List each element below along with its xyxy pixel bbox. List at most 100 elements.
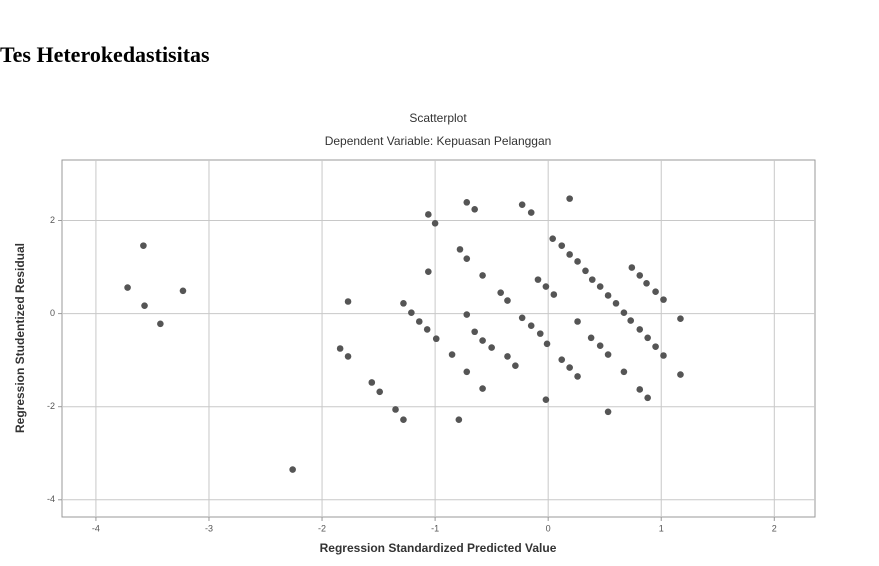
point	[596, 283, 604, 290]
heading: Tes Heterokedastisitas	[0, 42, 210, 67]
point	[400, 300, 407, 307]
point	[408, 309, 415, 316]
point	[542, 283, 550, 290]
x-tick-label: -3	[205, 523, 213, 533]
point	[620, 309, 628, 316]
point	[582, 267, 589, 275]
point	[463, 311, 471, 318]
point	[677, 371, 684, 378]
point	[141, 302, 148, 309]
point	[425, 268, 432, 276]
point	[527, 322, 535, 330]
point	[124, 284, 131, 291]
point	[488, 344, 495, 351]
point	[471, 328, 478, 336]
point	[574, 318, 581, 325]
point	[566, 195, 573, 202]
point	[643, 280, 650, 287]
x-axis-label: Regression Standardized Predicted Value	[320, 541, 557, 555]
point	[179, 287, 187, 295]
point	[344, 298, 352, 305]
point	[504, 353, 511, 360]
point	[543, 340, 551, 348]
point	[677, 315, 684, 323]
y-tick-label: -2	[47, 401, 55, 411]
x-tick-label: -1	[431, 523, 439, 533]
point	[636, 386, 644, 393]
point	[574, 373, 581, 380]
point	[400, 416, 407, 424]
point	[423, 326, 431, 333]
point	[604, 292, 612, 299]
chart-subtitle: Dependent Variable: Kepuasan Pelanggan	[325, 134, 552, 148]
point	[574, 258, 581, 265]
point	[652, 343, 659, 350]
point	[620, 368, 628, 376]
point	[604, 408, 612, 416]
point	[344, 353, 352, 360]
point	[425, 211, 432, 218]
point	[471, 206, 478, 213]
point	[392, 406, 399, 413]
y-axis-label: Regression Studentized Residual	[13, 243, 27, 433]
x-tick-label: 0	[546, 523, 551, 533]
chart-title: Scatterplot	[409, 111, 467, 125]
point	[463, 368, 471, 376]
y-tick-label: 0	[50, 308, 55, 318]
point	[550, 291, 558, 298]
point	[627, 317, 635, 324]
x-tick-label: 1	[659, 523, 664, 533]
point	[566, 364, 573, 371]
point	[652, 288, 659, 296]
point	[455, 416, 463, 424]
point	[549, 235, 556, 242]
point	[588, 276, 596, 283]
point	[604, 351, 612, 358]
point	[336, 345, 344, 352]
point	[636, 326, 644, 333]
point	[644, 334, 651, 342]
y-tick-label: 2	[50, 215, 55, 225]
point	[479, 272, 486, 279]
point	[636, 272, 644, 279]
point	[479, 337, 486, 344]
point	[497, 289, 504, 296]
point	[518, 314, 526, 322]
point	[660, 296, 667, 303]
point	[289, 466, 296, 473]
point	[512, 362, 519, 370]
plot-frame	[61, 159, 816, 518]
point	[558, 356, 566, 363]
point	[558, 242, 566, 249]
x-tick-label: -2	[318, 523, 326, 533]
x-tick-label: 2	[772, 523, 777, 533]
point	[628, 264, 636, 271]
point	[376, 388, 384, 396]
point	[456, 246, 464, 253]
point	[660, 352, 667, 359]
y-tick-label: -4	[47, 494, 55, 504]
point	[527, 209, 535, 216]
point	[432, 335, 440, 343]
point	[368, 379, 376, 386]
point	[157, 320, 164, 328]
point	[431, 220, 439, 227]
point	[536, 330, 544, 337]
point	[566, 251, 573, 258]
point	[448, 351, 456, 358]
point	[479, 385, 486, 392]
point	[518, 201, 526, 208]
point	[612, 300, 620, 307]
point	[463, 255, 471, 262]
point	[542, 396, 550, 404]
point	[644, 394, 651, 402]
point	[415, 318, 423, 325]
point	[534, 276, 542, 283]
point	[587, 334, 595, 342]
point	[463, 199, 471, 206]
point	[140, 242, 147, 249]
x-tick-label: -4	[92, 523, 100, 533]
point	[504, 297, 511, 304]
point	[596, 342, 604, 350]
